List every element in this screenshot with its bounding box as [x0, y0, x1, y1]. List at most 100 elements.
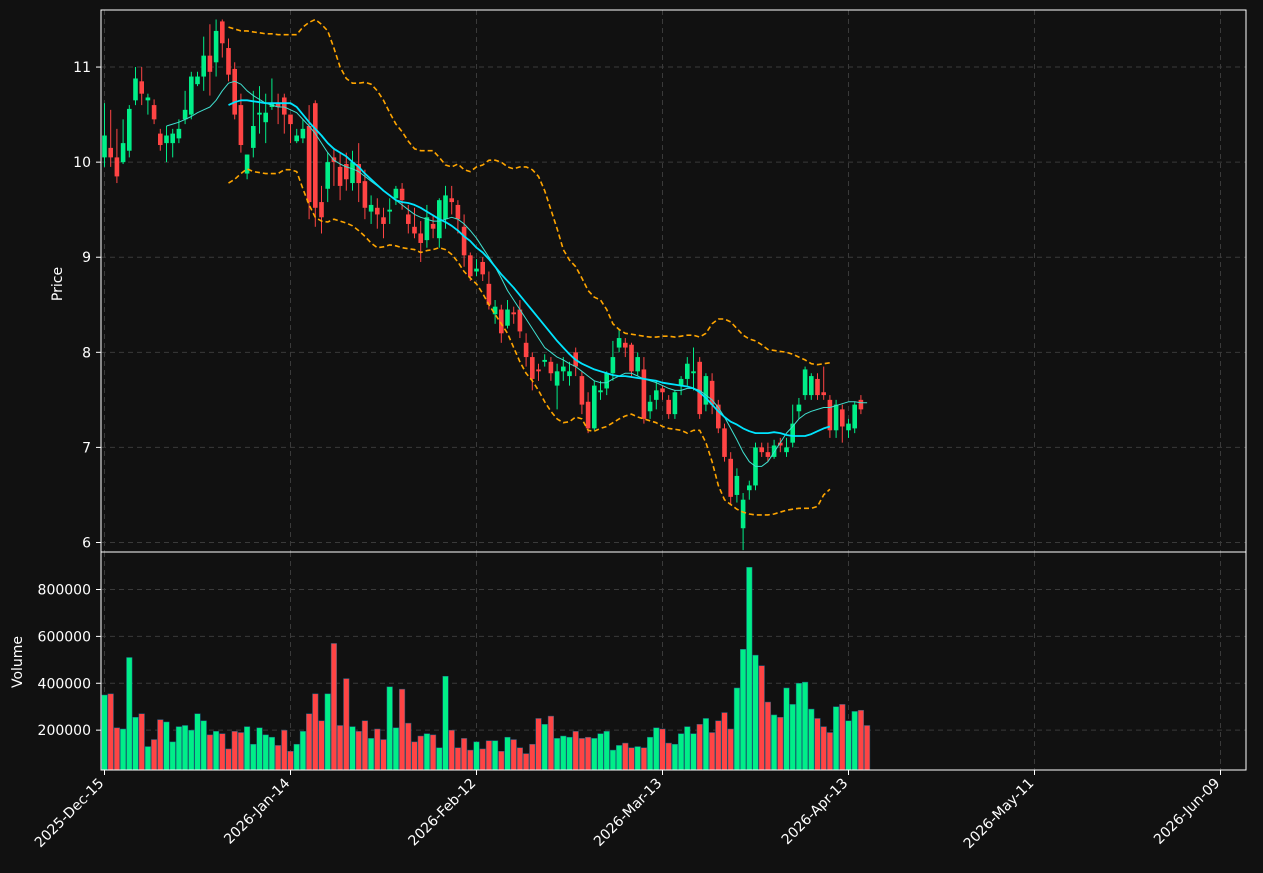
candle-body-102: [734, 475, 740, 495]
volume-bar-28: [275, 745, 282, 771]
candle-body-26: [263, 112, 268, 123]
candle-body-101: [728, 458, 733, 497]
volume-bar-75: [566, 736, 573, 771]
candle-body-29: [282, 97, 287, 115]
bollinger-upper-line: [228, 18, 831, 366]
volume-axis-title: Volume: [10, 636, 26, 688]
candle-body-61: [480, 261, 485, 275]
volume-bar-45: [380, 739, 387, 771]
candle-body-20: [226, 48, 231, 75]
volume-bar-90: [659, 728, 666, 771]
candle-body-88: [647, 401, 653, 412]
volume-bar-42: [361, 720, 368, 771]
volume-bar-27: [268, 736, 275, 771]
volume-bar-26: [262, 734, 269, 771]
volume-bar-103: [740, 649, 747, 771]
volume-bar-100: [721, 712, 728, 771]
volume-bar-4: [126, 657, 133, 771]
volume-bar-115: [814, 718, 821, 771]
volume-tick-label-600000: 600000: [38, 629, 91, 645]
candle-body-10: [164, 135, 169, 144]
candle-body-45: [381, 217, 386, 224]
candle-body-52: [424, 217, 430, 241]
volume-bar-5: [132, 717, 139, 771]
volume-bar-104: [746, 566, 753, 771]
candle-body-100: [722, 428, 727, 457]
candle-body-108: [771, 445, 777, 457]
volume-bar-109: [777, 717, 784, 771]
candle-body-5: [133, 78, 138, 101]
candle-body-33: [306, 126, 312, 203]
candle-body-41: [356, 164, 361, 184]
volume-bar-1: [107, 693, 114, 771]
candle-body-1: [108, 147, 113, 158]
volume-bar-16: [200, 720, 207, 771]
volume-bar-91: [665, 742, 672, 771]
volume-bar-81: [603, 731, 610, 771]
volume-bar-38: [337, 725, 344, 771]
candle-body-0: [102, 135, 107, 158]
volume-bar-120: [845, 720, 852, 771]
volume-bar-33: [306, 713, 313, 771]
volume-bar-121: [851, 711, 858, 771]
candle-body-40: [350, 162, 355, 184]
volume-bar-15: [194, 713, 201, 771]
candle-body-51: [418, 233, 423, 243]
candle-body-119: [840, 409, 845, 427]
volume-bar-29: [281, 729, 288, 771]
candle-body-34: [313, 103, 318, 208]
volume-bar-65: [504, 736, 511, 771]
volume-bar-31: [293, 743, 300, 771]
volume-bar-93: [678, 733, 685, 771]
volume-bar-74: [560, 735, 567, 771]
volume-bar-59: [467, 749, 474, 771]
candle-body-55: [443, 195, 448, 220]
volume-bar-46: [386, 686, 393, 771]
candle-body-65: [505, 309, 510, 326]
volume-bar-71: [541, 724, 548, 771]
candle-body-32: [300, 128, 306, 139]
volume-bar-102: [733, 687, 740, 771]
candle-body-59: [468, 255, 473, 277]
volume-bar-114: [808, 708, 815, 771]
candle-body-13: [182, 109, 188, 120]
volume-bar-55: [442, 675, 449, 771]
candle-body-70: [536, 369, 541, 372]
candle-body-62: [486, 283, 492, 305]
volume-bar-123: [864, 725, 871, 771]
volume-bar-82: [609, 749, 616, 771]
volume-bar-116: [820, 726, 827, 771]
volume-bar-35: [318, 720, 325, 771]
volume-bar-87: [640, 747, 647, 771]
volume-bar-84: [622, 742, 629, 771]
volume-bar-30: [287, 750, 294, 771]
moving-average-slow-line: [228, 99, 831, 437]
volume-bar-9: [157, 719, 164, 771]
price-tick-label-6: 6: [82, 535, 91, 551]
candle-body-44: [375, 207, 380, 215]
candle-body-67: [517, 309, 523, 332]
candle-body-106: [759, 447, 764, 453]
bollinger-lower-line: [228, 168, 831, 516]
candle-body-49: [406, 214, 411, 224]
candle-body-115: [815, 378, 820, 396]
price-panel: 6 7 8 9 10 11: [73, 9, 1247, 553]
candle-body-39: [344, 164, 349, 180]
candle-body-109: [778, 442, 783, 446]
candle-body-111: [790, 423, 795, 443]
candle-body-118: [833, 404, 839, 431]
volume-bar-10: [163, 721, 170, 771]
volume-bar-77: [578, 738, 585, 771]
volume-bar-99: [715, 720, 722, 771]
candle-body-8: [151, 105, 157, 120]
candle-body-68: [523, 342, 529, 358]
volume-bar-14: [188, 729, 195, 771]
candle-body-72: [548, 361, 554, 374]
volume-bar-96: [696, 724, 703, 771]
candle-body-95: [691, 371, 696, 374]
volume-bar-2: [113, 727, 120, 771]
volume-bar-3: [120, 728, 127, 771]
volume-bar-63: [492, 740, 499, 771]
candle-body-79: [592, 385, 597, 429]
candle-body-24: [251, 126, 256, 148]
